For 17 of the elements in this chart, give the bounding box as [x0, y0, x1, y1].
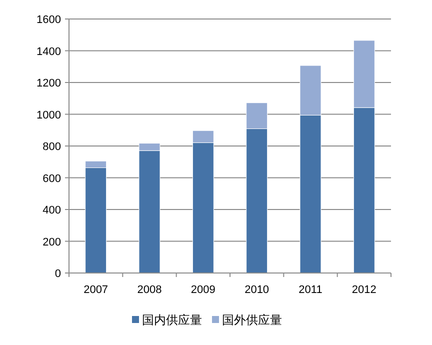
- y-tick-label: 400: [42, 204, 61, 216]
- y-tick-label: 1600: [36, 14, 61, 26]
- x-tick-label: 2011: [298, 284, 322, 296]
- x-tick-label: 2008: [137, 284, 162, 296]
- legend-label: 国内供应量: [142, 313, 202, 327]
- y-tick-label: 1000: [36, 109, 61, 122]
- y-tick-label: 800: [42, 141, 61, 153]
- y-tick-label: 200: [42, 236, 61, 248]
- x-tick-label: 2012: [352, 284, 376, 296]
- y-tick-label: 1400: [36, 46, 61, 58]
- x-tick-label: 2009: [190, 284, 216, 296]
- y-tick-label: 600: [42, 172, 61, 185]
- x-tick-label: 2007: [84, 284, 108, 296]
- y-tick-label: 1200: [36, 78, 61, 90]
- legend-label: 国外供应量: [222, 313, 282, 327]
- y-tick-label: 0: [54, 268, 61, 280]
- x-tick-label: 2010: [244, 284, 270, 296]
